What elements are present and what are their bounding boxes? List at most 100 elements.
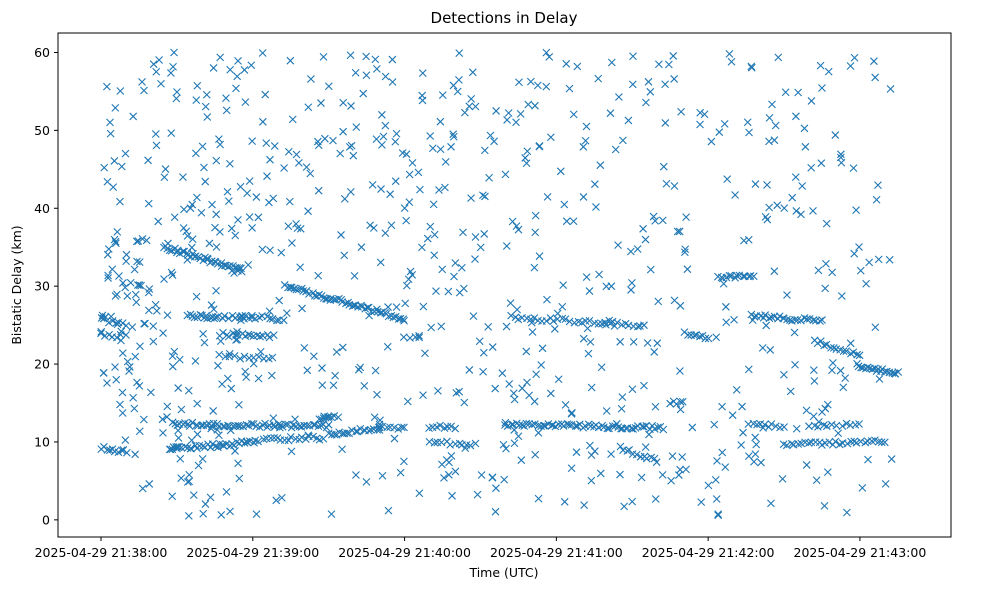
detection-point: [444, 470, 453, 479]
detection-point: [200, 163, 208, 172]
detection-point: [606, 109, 615, 118]
detection-point: [121, 283, 130, 292]
detection-point: [572, 448, 581, 457]
detection-point: [649, 212, 658, 221]
detection-point: [375, 420, 384, 429]
detection-point: [751, 180, 760, 188]
detection-point: [252, 510, 261, 518]
detection-point: [780, 423, 788, 431]
detection-point: [110, 157, 119, 165]
detection-point: [405, 198, 414, 207]
detection-point: [138, 234, 147, 243]
detection-point: [314, 186, 323, 195]
detection-point: [781, 88, 790, 97]
detection-point: [639, 224, 647, 233]
detection-point: [392, 129, 401, 138]
detection-point: [371, 366, 380, 375]
detection-point: [771, 121, 780, 130]
detection-point: [499, 440, 508, 449]
detection-point: [503, 116, 511, 124]
detection-point: [479, 348, 488, 357]
detection-point: [129, 393, 138, 402]
detection-point: [476, 243, 485, 252]
detection-point: [134, 281, 142, 289]
detection-point: [268, 314, 277, 323]
detection-point: [491, 384, 500, 393]
detection-point: [266, 246, 274, 255]
detection-point: [427, 323, 436, 332]
detection-point: [669, 52, 678, 60]
detection-point: [720, 119, 729, 128]
detection-point: [836, 366, 845, 375]
detection-point: [868, 365, 877, 374]
detection-point: [117, 446, 126, 455]
detection-point: [642, 454, 651, 463]
detection-point: [730, 315, 738, 324]
detection-point: [603, 424, 612, 433]
detection-point: [185, 470, 194, 479]
detection-point: [820, 501, 829, 510]
detection-point: [118, 349, 127, 357]
detection-point: [145, 285, 154, 293]
detection-point: [231, 447, 239, 455]
detection-point: [317, 99, 325, 107]
detection-point: [236, 354, 245, 363]
detection-point: [587, 383, 596, 392]
detection-point: [846, 339, 855, 348]
detection-point: [653, 339, 662, 348]
detection-point: [256, 347, 265, 356]
detection-point: [449, 130, 458, 139]
detection-point: [475, 337, 484, 346]
x-tick-label: 2025-04-29 21:40:00: [338, 545, 471, 560]
detection-point: [354, 365, 363, 374]
detection-point: [166, 445, 175, 454]
detection-point: [447, 422, 455, 431]
detection-point: [680, 248, 689, 257]
detection-point: [505, 380, 514, 388]
detection-point: [247, 61, 256, 70]
detection-point: [792, 424, 801, 433]
detection-markers: [97, 48, 903, 520]
detection-point: [765, 314, 774, 323]
detection-point: [732, 271, 741, 280]
detection-point: [480, 146, 489, 155]
detection-point: [696, 332, 704, 341]
detection-point: [365, 311, 373, 320]
detection-point: [219, 328, 227, 337]
detection-point: [351, 68, 360, 77]
detection-point: [571, 422, 580, 431]
x-axis: 2025-04-29 21:38:00 2025-04-29 21:39:00 20…: [35, 537, 926, 560]
detection-point: [244, 330, 253, 339]
detection-point: [135, 281, 144, 290]
detection-point: [163, 413, 171, 421]
detection-point: [152, 307, 161, 315]
detection-point: [111, 363, 119, 371]
detection-point: [226, 426, 235, 435]
detection-point: [629, 338, 638, 346]
detection-point: [441, 158, 450, 166]
detection-point: [258, 245, 267, 254]
detection-point: [172, 94, 181, 103]
detection-point: [215, 439, 224, 448]
detection-point: [397, 423, 406, 432]
detection-point: [739, 272, 748, 281]
detection-point: [193, 193, 201, 202]
detection-point: [180, 205, 188, 214]
detection-point: [886, 85, 895, 93]
detection-point: [822, 422, 831, 431]
detection-point: [668, 452, 677, 460]
detection-point: [199, 329, 208, 338]
detection-point: [562, 59, 571, 68]
detection-point: [846, 62, 855, 70]
detection-point: [491, 507, 500, 516]
detection-point: [251, 314, 260, 323]
detection-point: [850, 437, 859, 446]
detection-point: [502, 242, 511, 250]
detection-point: [565, 420, 574, 429]
detection-point: [110, 235, 119, 244]
detection-point: [713, 456, 721, 465]
detection-point: [269, 414, 278, 422]
detection-point: [364, 303, 373, 312]
detection-point: [173, 444, 181, 453]
detection-point: [585, 287, 594, 295]
